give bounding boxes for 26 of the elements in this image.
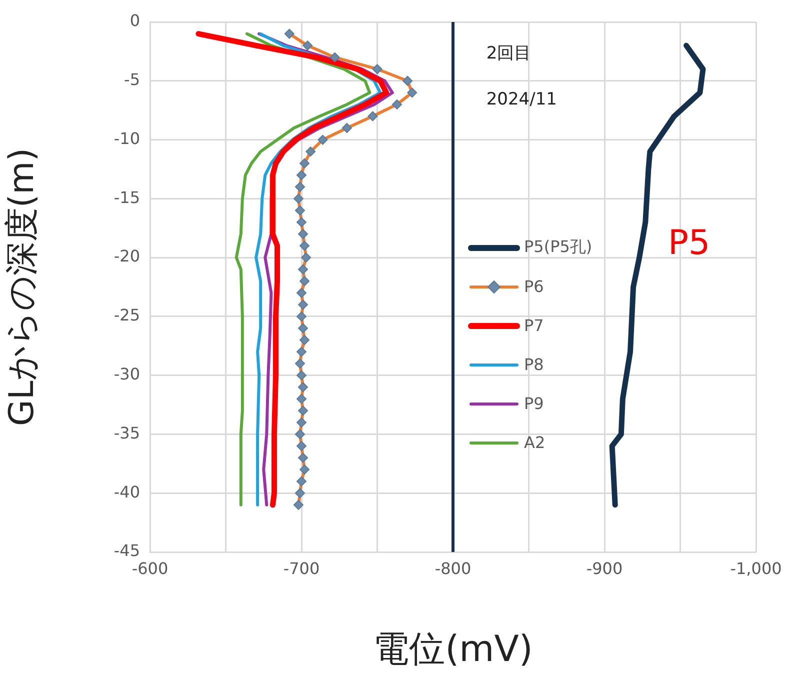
y-tick-label: -40 (114, 482, 140, 502)
y-tick-label: 0 (130, 11, 140, 30)
y-tick-label: -10 (114, 128, 140, 148)
legend-label: P6 (524, 277, 544, 296)
y-tick-label: -20 (114, 246, 140, 266)
y-tick-label: -5 (124, 70, 140, 90)
annotation: 2回目 (486, 43, 532, 64)
y-tick-label: -15 (114, 188, 140, 207)
legend-label: P7 (524, 316, 544, 335)
y-tick-label: -30 (114, 364, 140, 384)
x-tick-label: -800 (434, 558, 472, 578)
legend-label: P9 (524, 394, 544, 413)
x-tick-label: -700 (283, 558, 320, 578)
x-tick-label: -1,000 (730, 558, 782, 578)
annotation: 2024/11 (486, 89, 557, 110)
legend-label: A2 (524, 433, 546, 452)
y-axis-title: GLからの深度(m) (2, 148, 42, 426)
x-tick-label: -900 (586, 558, 623, 578)
y-tick-label: -45 (114, 541, 140, 560)
legend-label: P5(P5孔) (524, 237, 592, 258)
x-tick-label: -600 (132, 558, 168, 578)
x-axis-title: 電位(mV) (373, 628, 533, 670)
legend-label: P8 (524, 355, 544, 374)
y-tick-label: -35 (114, 423, 140, 442)
y-tick-label: -25 (114, 306, 140, 325)
annotation: P5 (668, 222, 710, 263)
